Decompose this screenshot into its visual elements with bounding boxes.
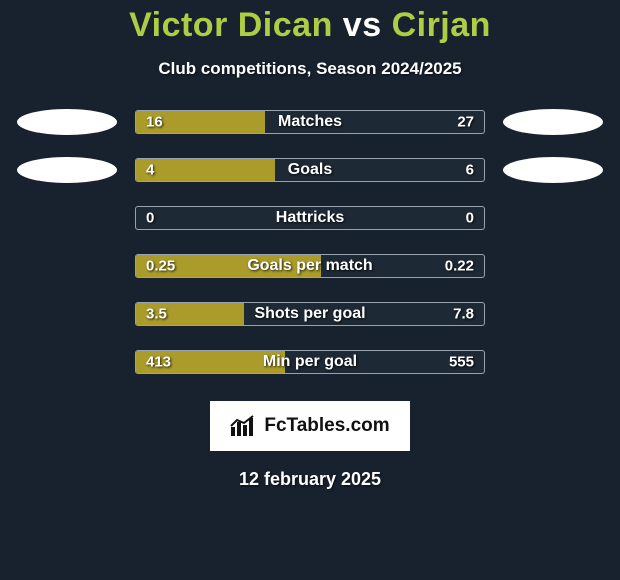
stat-value-left: 0 bbox=[146, 210, 154, 227]
stat-row: 3.5 Shots per goal 7.8 bbox=[0, 301, 620, 327]
vs-text: vs bbox=[343, 6, 382, 44]
stat-row: 413 Min per goal 555 bbox=[0, 349, 620, 375]
player2-name: Cirjan bbox=[392, 6, 491, 44]
brand-badge: FcTables.com bbox=[210, 401, 410, 451]
player2-marker bbox=[503, 109, 603, 135]
spacer bbox=[17, 253, 117, 279]
stat-label: Goals per match bbox=[247, 257, 372, 275]
player1-name: Victor Dican bbox=[129, 6, 333, 44]
spacer bbox=[17, 349, 117, 375]
stat-value-left: 0.25 bbox=[146, 258, 175, 275]
stat-value-left: 3.5 bbox=[146, 306, 167, 323]
stat-value-right: 555 bbox=[449, 354, 474, 371]
stat-value-right: 7.8 bbox=[453, 306, 474, 323]
spacer bbox=[503, 205, 603, 231]
stat-bar: 3.5 Shots per goal 7.8 bbox=[135, 302, 485, 326]
chart-icon bbox=[230, 415, 256, 437]
stat-bar: 4 Goals 6 bbox=[135, 158, 485, 182]
spacer bbox=[17, 301, 117, 327]
player1-marker bbox=[17, 109, 117, 135]
stat-bar-fill bbox=[136, 159, 275, 181]
brand-text: FcTables.com bbox=[264, 415, 389, 437]
date-text: 12 february 2025 bbox=[239, 469, 381, 490]
stat-bar: 0 Hattricks 0 bbox=[135, 206, 485, 230]
stat-label: Min per goal bbox=[263, 353, 357, 371]
stat-value-right: 0.22 bbox=[445, 258, 474, 275]
stat-value-right: 6 bbox=[466, 162, 474, 179]
stat-bar: 16 Matches 27 bbox=[135, 110, 485, 134]
stat-value-right: 27 bbox=[457, 114, 474, 131]
stat-row: 0.25 Goals per match 0.22 bbox=[0, 253, 620, 279]
stat-row: 16 Matches 27 bbox=[0, 109, 620, 135]
stats-block: 16 Matches 27 4 Goals 6 0 Hattricks 0 0.25 Goals p… bbox=[0, 109, 620, 397]
player1-marker bbox=[17, 157, 117, 183]
spacer bbox=[503, 301, 603, 327]
stat-row: 0 Hattricks 0 bbox=[0, 205, 620, 231]
spacer bbox=[17, 205, 117, 231]
stat-row: 4 Goals 6 bbox=[0, 157, 620, 183]
page-title: Victor Dican vs Cirjan bbox=[129, 6, 491, 45]
stat-label: Matches bbox=[278, 113, 342, 131]
subtitle: Club competitions, Season 2024/2025 bbox=[158, 59, 461, 79]
stat-bar: 0.25 Goals per match 0.22 bbox=[135, 254, 485, 278]
stat-label: Shots per goal bbox=[254, 305, 365, 323]
stat-label: Hattricks bbox=[276, 209, 344, 227]
stat-value-left: 16 bbox=[146, 114, 163, 131]
comparison-infographic: Victor Dican vs Cirjan Club competitions… bbox=[0, 0, 620, 490]
player2-marker bbox=[503, 157, 603, 183]
stat-bar: 413 Min per goal 555 bbox=[135, 350, 485, 374]
stat-label: Goals bbox=[288, 161, 332, 179]
spacer bbox=[503, 349, 603, 375]
stat-value-left: 413 bbox=[146, 354, 171, 371]
stat-value-left: 4 bbox=[146, 162, 154, 179]
stat-value-right: 0 bbox=[466, 210, 474, 227]
spacer bbox=[503, 253, 603, 279]
